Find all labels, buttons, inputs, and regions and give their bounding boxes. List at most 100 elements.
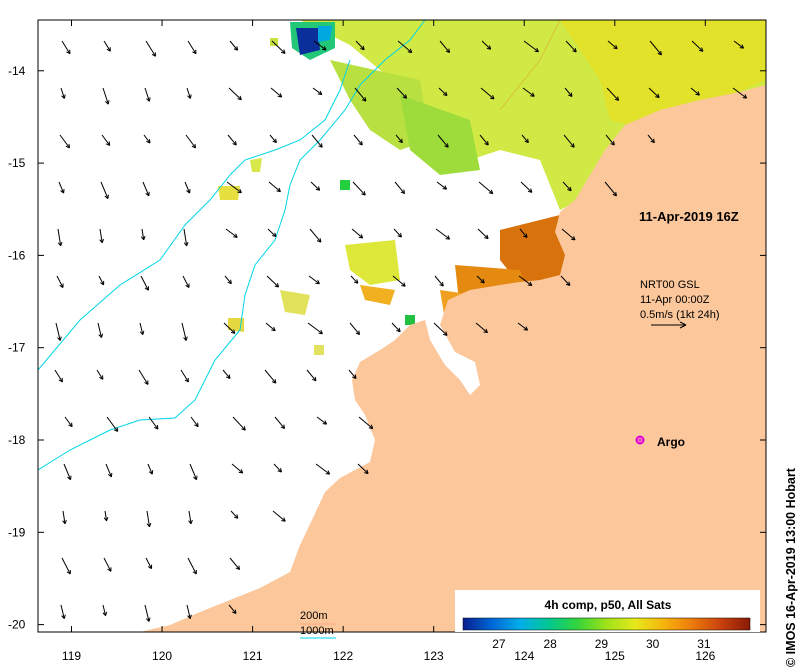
current-arrow bbox=[228, 87, 242, 101]
current-arrow bbox=[436, 181, 448, 190]
current-arrow bbox=[103, 40, 111, 52]
current-source-label: NRT00 GSL bbox=[640, 279, 700, 291]
current-arrow bbox=[521, 134, 529, 144]
current-arrow bbox=[564, 87, 573, 97]
current-arrow bbox=[480, 87, 495, 100]
current-arrow bbox=[691, 40, 704, 52]
colorbar-ticks: 27 28 29 30 31 bbox=[492, 637, 711, 651]
isobath-1000m-line-2 bbox=[38, 59, 351, 371]
isobath-200m-line bbox=[499, 20, 561, 111]
argo-marker bbox=[635, 435, 645, 445]
y-tick-label: -15 bbox=[8, 156, 26, 170]
y-tick-label: -20 bbox=[8, 618, 26, 632]
current-arrow bbox=[188, 510, 193, 525]
timestamp-label: 11-Apr-2019 16Z bbox=[639, 209, 739, 224]
current-arrow bbox=[311, 134, 323, 148]
current-arrow bbox=[518, 275, 533, 287]
current-arrow bbox=[264, 369, 277, 384]
current-arrow bbox=[57, 228, 63, 247]
current-arrow bbox=[186, 604, 192, 619]
current-arrow bbox=[561, 228, 576, 241]
current-arrow bbox=[309, 228, 322, 243]
current-arrow bbox=[607, 40, 618, 50]
current-arrow bbox=[97, 322, 104, 338]
current-arrow bbox=[144, 604, 151, 622]
current-arrow bbox=[352, 181, 366, 196]
current-arrow bbox=[517, 322, 529, 331]
current-arrow bbox=[648, 87, 660, 99]
current-arrow bbox=[98, 275, 105, 286]
x-tick-label: 123 bbox=[424, 649, 444, 663]
current-arrow bbox=[147, 463, 154, 475]
current-arrow bbox=[181, 322, 188, 341]
current-arrow bbox=[649, 40, 662, 56]
imos-credit: © IMOS 16-Apr-2019 13:00 Hobart bbox=[784, 468, 798, 667]
current-arrow bbox=[55, 322, 62, 341]
current-arrow bbox=[183, 228, 189, 247]
current-arrow bbox=[60, 604, 66, 619]
current-arrow bbox=[184, 181, 191, 194]
current-arrow bbox=[145, 40, 157, 57]
y-tick-label: -17 bbox=[8, 341, 26, 355]
current-arrow bbox=[54, 369, 63, 383]
current-arrow bbox=[274, 416, 286, 430]
y-tick-label: -19 bbox=[8, 525, 26, 539]
current-arrow bbox=[438, 87, 448, 97]
current-scale-label: 0.5m/s (1kt 24h) bbox=[640, 309, 719, 321]
current-arrow bbox=[60, 87, 66, 99]
colorbar-gradient bbox=[462, 617, 751, 631]
current-arrow bbox=[562, 181, 572, 192]
current-arrow bbox=[267, 228, 277, 238]
current-arrow bbox=[224, 275, 232, 285]
current-arrow bbox=[271, 40, 286, 54]
current-arrow bbox=[394, 181, 406, 195]
current-arrow bbox=[187, 557, 197, 575]
current-arrow bbox=[433, 322, 448, 336]
current-arrow bbox=[227, 134, 237, 146]
current-arrow bbox=[647, 134, 655, 144]
current-arrow bbox=[690, 87, 700, 96]
current-vectors bbox=[54, 40, 748, 622]
current-arrow bbox=[106, 416, 119, 432]
current-arrow bbox=[519, 228, 528, 238]
current-arrow bbox=[102, 87, 110, 105]
current-arrow bbox=[187, 40, 197, 55]
current-arrow bbox=[269, 134, 277, 144]
current-arrow bbox=[96, 369, 104, 380]
current-arrow bbox=[312, 87, 323, 96]
current-arrow bbox=[56, 275, 64, 288]
legend-1000m-label: 1000m bbox=[300, 625, 334, 637]
y-tick-label: -14 bbox=[8, 64, 26, 78]
current-time-label: 11-Apr 00:00Z bbox=[640, 294, 710, 306]
current-arrow bbox=[395, 134, 403, 144]
current-arrow bbox=[479, 134, 489, 146]
current-arrow bbox=[732, 87, 748, 99]
current-arrow bbox=[228, 604, 237, 614]
current-arrow bbox=[63, 463, 72, 481]
current-arrow bbox=[229, 40, 239, 51]
current-arrow bbox=[231, 463, 244, 474]
current-arrow bbox=[62, 510, 67, 525]
current-arrow bbox=[138, 369, 149, 385]
current-arrow bbox=[475, 322, 488, 334]
current-arrow bbox=[58, 181, 65, 194]
current-arrow bbox=[351, 228, 364, 239]
current-arrow bbox=[605, 134, 615, 146]
current-arrow bbox=[103, 510, 109, 522]
current-arrow bbox=[185, 134, 197, 149]
current-arrow bbox=[222, 369, 231, 379]
x-tick-label: 121 bbox=[243, 649, 263, 663]
current-arrow bbox=[105, 463, 113, 478]
legend-200m-label: 200m bbox=[300, 610, 328, 622]
current-arrow bbox=[354, 87, 367, 102]
current-arrow bbox=[355, 40, 365, 51]
current-arrow bbox=[223, 322, 236, 334]
x-tick-label: 119 bbox=[62, 649, 81, 663]
current-arrow bbox=[226, 181, 242, 194]
current-arrow bbox=[145, 557, 153, 570]
current-arrow bbox=[142, 181, 150, 197]
current-arrow bbox=[102, 604, 108, 617]
current-arrow bbox=[266, 275, 280, 288]
current-arrow bbox=[439, 40, 451, 54]
